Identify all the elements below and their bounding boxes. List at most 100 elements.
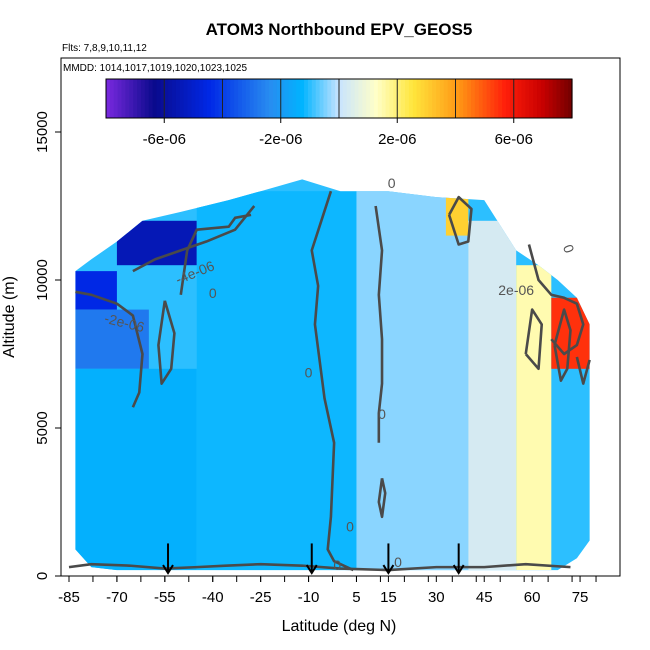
chart-title: ATOM3 Northbound EPV_GEOS5	[206, 20, 473, 39]
x-tick-label: -10	[298, 589, 320, 606]
colorbar-segment	[249, 79, 255, 118]
flight-marker-1	[305, 543, 318, 575]
colorbar-segment	[292, 79, 297, 118]
colorbar-tick-label: -2e-06	[259, 131, 302, 148]
contour-label-9: 0	[560, 242, 578, 255]
field-region-7	[516, 265, 552, 571]
x-axis: -85 -70 -55 -40 -25 -10 5 15 30 45 60 75	[58, 576, 597, 606]
colorbar-segment	[300, 79, 305, 118]
colorbar-segment	[397, 79, 402, 118]
contour-label-2: 0	[209, 285, 217, 301]
colorbar-segment	[238, 79, 243, 118]
contour-line-6	[377, 478, 387, 519]
colorbar-segment	[319, 79, 325, 118]
colorbar-segment	[191, 79, 196, 118]
dates-subtitle: MMDD: 1014,1017,1019,1020,1023,1025	[63, 63, 247, 74]
colorbar-segment	[148, 79, 154, 118]
contour-label-10: 2e-06	[498, 282, 534, 298]
y-axis-label: Altitude (m)	[1, 276, 18, 358]
colorbar-segment	[350, 79, 356, 118]
colorbar-segment	[311, 79, 317, 118]
colorbar-segment	[230, 79, 235, 118]
colorbar-tick-label: 2e-06	[378, 131, 416, 148]
field-region-4	[196, 191, 357, 571]
plot-frame	[60, 57, 621, 577]
x-tick-label: 45	[476, 589, 493, 606]
contour-label-6: 0	[333, 557, 341, 573]
colorbar-segment	[490, 79, 495, 118]
x-tick-label: 75	[572, 589, 589, 606]
colorbar-segment	[339, 79, 344, 118]
colorbar-segment	[203, 79, 208, 118]
contour-label-3: 0	[305, 365, 313, 381]
colorbar-segment	[156, 79, 161, 118]
contour-line-8	[524, 308, 544, 371]
colorbar-segment	[552, 79, 558, 118]
y-tick-label: 10000	[34, 259, 51, 301]
colorbar-segment	[164, 79, 169, 118]
colorbar-segment	[144, 79, 150, 118]
colorbar-segment	[121, 79, 127, 118]
contour-line-4	[310, 190, 354, 572]
colorbar-segment	[288, 79, 293, 118]
colorbar-tick-label: -6e-06	[143, 131, 186, 148]
colorbar: -6e-06 -2e-06 2e-06 6e-06	[105, 78, 573, 148]
x-tick-label: 15	[380, 589, 397, 606]
colorbar-segment	[432, 79, 437, 118]
colorbar-segment	[408, 79, 414, 118]
colorbar-segment	[373, 79, 379, 118]
colorbar-segment	[377, 79, 383, 118]
flight-marker-2	[382, 543, 395, 575]
colorbar-segment	[265, 79, 270, 118]
colorbar-segment	[261, 79, 266, 118]
colorbar-segment	[241, 79, 247, 118]
contour-line-5	[374, 205, 384, 443]
field-region-5	[356, 191, 469, 571]
colorbar-segment	[280, 79, 286, 118]
colorbar-segment	[187, 79, 193, 118]
colorbar-segment	[416, 79, 422, 118]
colorbar-segment	[439, 79, 445, 118]
colorbar-segment	[346, 79, 352, 118]
colorbar-segment	[478, 79, 484, 118]
contour-label-5: 0	[346, 519, 354, 535]
contour-line-7	[447, 195, 473, 246]
colorbar-segment	[199, 79, 204, 118]
x-tick-label: -70	[106, 589, 128, 606]
colorbar-segment	[482, 79, 488, 118]
colorbar-segment	[564, 79, 569, 118]
colorbar-segment	[486, 79, 492, 118]
colorbar-segment	[393, 79, 398, 118]
colorbar-segment	[370, 79, 375, 118]
colorbar-segment	[133, 79, 138, 118]
y-tick-label: 0	[34, 572, 51, 580]
colorbar-segment	[405, 79, 410, 118]
colorbar-segment	[218, 79, 224, 118]
colorbar-segment	[544, 79, 550, 118]
colorbar-segment	[304, 79, 309, 118]
colorbar-segment	[389, 79, 394, 118]
x-tick-label: -40	[202, 589, 224, 606]
colorbar-segment	[366, 79, 371, 118]
colorbar-segment	[195, 79, 200, 118]
colorbar-segment	[253, 79, 259, 118]
colorbar-segment	[521, 79, 526, 118]
x-tick-label: 30	[428, 589, 445, 606]
flights-subtitle: Flts: 7,8,9,10,11,12	[62, 43, 147, 54]
colorbar-segment	[529, 79, 534, 118]
colorbar-segment	[358, 79, 363, 118]
colorbar-tick-label: 6e-06	[495, 131, 533, 148]
colorbar-segment	[509, 79, 515, 118]
field-region-0	[75, 271, 117, 310]
colorbar-segment	[525, 79, 530, 118]
colorbar-segment	[172, 79, 177, 118]
flight-marker-3	[452, 543, 465, 575]
y-tick-label: 5000	[34, 411, 51, 444]
colorbar-segment	[451, 79, 457, 118]
colorbar-segment	[129, 79, 134, 118]
colorbar-segment	[443, 79, 449, 118]
contour-line-11	[527, 244, 585, 356]
contour-label-4: 0	[378, 406, 386, 422]
colorbar-segment	[467, 79, 472, 118]
